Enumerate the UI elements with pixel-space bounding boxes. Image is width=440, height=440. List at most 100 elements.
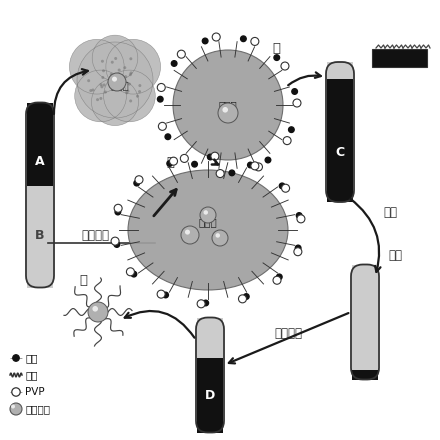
Circle shape bbox=[295, 245, 301, 251]
Circle shape bbox=[211, 152, 219, 160]
Text: 正己烷: 正己烷 bbox=[198, 217, 217, 227]
Circle shape bbox=[279, 183, 285, 189]
Circle shape bbox=[128, 83, 131, 86]
Bar bbox=[27, 186, 53, 287]
Circle shape bbox=[101, 60, 104, 63]
Bar bbox=[197, 358, 223, 433]
Circle shape bbox=[251, 37, 259, 45]
Circle shape bbox=[123, 66, 126, 69]
Circle shape bbox=[222, 107, 228, 113]
Circle shape bbox=[293, 99, 301, 107]
Circle shape bbox=[13, 355, 19, 361]
Circle shape bbox=[157, 84, 165, 92]
Circle shape bbox=[167, 161, 172, 166]
Circle shape bbox=[282, 184, 290, 192]
Circle shape bbox=[274, 55, 279, 60]
Circle shape bbox=[273, 276, 281, 284]
Circle shape bbox=[241, 36, 246, 41]
Circle shape bbox=[281, 62, 289, 70]
Circle shape bbox=[292, 89, 297, 94]
Circle shape bbox=[104, 91, 107, 94]
Circle shape bbox=[114, 76, 117, 78]
Circle shape bbox=[92, 78, 139, 125]
Text: A: A bbox=[35, 155, 45, 168]
Text: 正己烷: 正己烷 bbox=[110, 80, 129, 90]
Circle shape bbox=[192, 161, 198, 167]
Circle shape bbox=[289, 127, 294, 132]
Circle shape bbox=[251, 162, 259, 170]
Circle shape bbox=[202, 38, 208, 44]
Ellipse shape bbox=[128, 170, 288, 290]
Circle shape bbox=[100, 85, 103, 88]
Bar bbox=[27, 103, 53, 186]
Text: 纳米颗粒: 纳米颗粒 bbox=[25, 404, 50, 414]
Circle shape bbox=[122, 78, 125, 81]
Circle shape bbox=[283, 136, 291, 145]
Text: 过滤: 过滤 bbox=[383, 205, 397, 219]
Text: D: D bbox=[205, 389, 215, 401]
Circle shape bbox=[12, 388, 20, 396]
Circle shape bbox=[88, 302, 108, 322]
Circle shape bbox=[118, 74, 121, 77]
Text: 再次分散: 再次分散 bbox=[274, 326, 302, 340]
Circle shape bbox=[208, 154, 213, 160]
Circle shape bbox=[92, 35, 138, 81]
Bar bbox=[352, 264, 378, 370]
Bar bbox=[327, 79, 353, 202]
Circle shape bbox=[89, 89, 92, 92]
Text: 水: 水 bbox=[79, 274, 87, 286]
Circle shape bbox=[111, 237, 119, 245]
Circle shape bbox=[294, 248, 302, 256]
Bar bbox=[372, 49, 427, 67]
Circle shape bbox=[158, 122, 166, 130]
Circle shape bbox=[114, 204, 122, 213]
Circle shape bbox=[114, 242, 120, 247]
Circle shape bbox=[212, 33, 220, 41]
Circle shape bbox=[297, 215, 305, 223]
Circle shape bbox=[112, 77, 117, 82]
Circle shape bbox=[108, 73, 126, 91]
Ellipse shape bbox=[173, 50, 283, 160]
Text: B: B bbox=[35, 229, 45, 242]
Circle shape bbox=[114, 57, 117, 60]
Circle shape bbox=[121, 84, 124, 87]
Circle shape bbox=[138, 90, 141, 93]
Circle shape bbox=[135, 176, 143, 184]
Circle shape bbox=[99, 97, 103, 100]
Circle shape bbox=[134, 180, 139, 186]
Circle shape bbox=[106, 39, 161, 94]
Bar bbox=[197, 318, 223, 358]
Circle shape bbox=[212, 230, 228, 246]
Circle shape bbox=[119, 86, 122, 88]
Circle shape bbox=[169, 157, 177, 165]
Circle shape bbox=[92, 306, 98, 312]
Text: 水: 水 bbox=[166, 155, 174, 169]
Circle shape bbox=[158, 96, 163, 102]
Circle shape bbox=[129, 99, 132, 103]
Circle shape bbox=[75, 70, 126, 122]
Circle shape bbox=[110, 73, 113, 76]
Circle shape bbox=[157, 290, 165, 298]
Text: C: C bbox=[335, 146, 345, 158]
Circle shape bbox=[115, 209, 121, 215]
Circle shape bbox=[218, 103, 238, 123]
Circle shape bbox=[102, 69, 105, 72]
Circle shape bbox=[138, 84, 141, 87]
Circle shape bbox=[129, 57, 132, 60]
Circle shape bbox=[129, 73, 132, 76]
Text: 油酸: 油酸 bbox=[25, 370, 37, 380]
Circle shape bbox=[136, 95, 139, 98]
Circle shape bbox=[101, 76, 104, 79]
Circle shape bbox=[129, 71, 132, 74]
Circle shape bbox=[165, 134, 171, 139]
Circle shape bbox=[197, 300, 205, 308]
Bar bbox=[327, 62, 353, 79]
Circle shape bbox=[96, 98, 99, 101]
Circle shape bbox=[276, 274, 282, 280]
Circle shape bbox=[248, 162, 253, 168]
Circle shape bbox=[99, 83, 103, 86]
Circle shape bbox=[216, 169, 224, 178]
Circle shape bbox=[126, 90, 129, 93]
Circle shape bbox=[111, 61, 114, 64]
Circle shape bbox=[103, 84, 106, 87]
